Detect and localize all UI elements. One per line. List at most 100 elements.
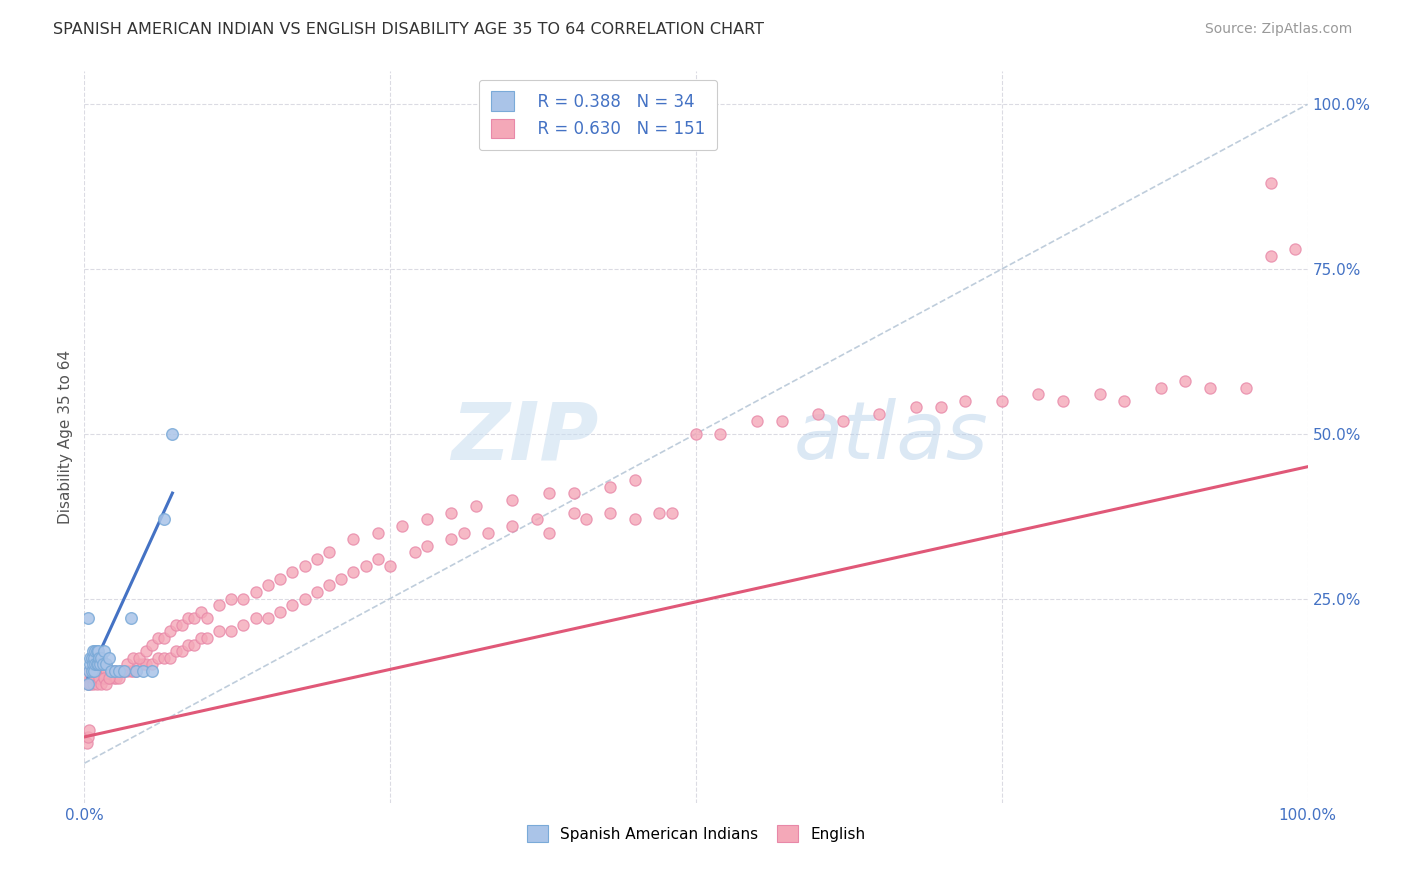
Point — [107, 664, 129, 678]
Point — [97, 671, 120, 685]
Point — [869, 407, 891, 421]
Point — [82, 644, 104, 658]
Point — [599, 506, 621, 520]
Point — [991, 393, 1014, 408]
Point — [77, 723, 100, 738]
Point — [84, 664, 107, 678]
Point — [79, 677, 101, 691]
Point — [453, 525, 475, 540]
Point — [122, 664, 145, 678]
Point — [440, 506, 463, 520]
Point — [80, 664, 103, 678]
Point — [87, 650, 110, 665]
Point — [281, 598, 304, 612]
Point — [183, 611, 205, 625]
Point — [1236, 381, 1258, 395]
Point — [100, 664, 122, 678]
Point — [269, 605, 291, 619]
Point — [76, 737, 98, 751]
Point — [1088, 387, 1111, 401]
Point — [87, 671, 110, 685]
Point — [219, 624, 242, 639]
Point — [807, 407, 830, 421]
Point — [141, 657, 163, 672]
Point — [132, 657, 155, 672]
Point — [172, 644, 194, 658]
Point — [294, 558, 316, 573]
Point — [79, 657, 101, 672]
Point — [110, 664, 132, 678]
Point — [905, 401, 928, 415]
Point — [245, 585, 267, 599]
Point — [305, 585, 328, 599]
Point — [80, 671, 103, 685]
Point — [709, 426, 731, 441]
Point — [502, 492, 524, 507]
Point — [770, 414, 793, 428]
Point — [87, 657, 110, 672]
Point — [953, 393, 976, 408]
Point — [112, 664, 135, 678]
Point — [538, 486, 561, 500]
Point — [526, 512, 548, 526]
Point — [91, 657, 114, 672]
Point — [416, 512, 439, 526]
Point — [257, 578, 280, 592]
Point — [77, 677, 100, 691]
Point — [86, 644, 108, 658]
Point — [97, 671, 120, 685]
Point — [685, 426, 707, 441]
Point — [132, 664, 155, 678]
Point — [1028, 387, 1050, 401]
Point — [103, 671, 125, 685]
Text: Source: ZipAtlas.com: Source: ZipAtlas.com — [1205, 22, 1353, 37]
Point — [120, 611, 142, 625]
Point — [1260, 177, 1282, 191]
Point — [281, 565, 304, 579]
Point — [90, 671, 112, 685]
Point — [464, 500, 486, 514]
Point — [538, 525, 561, 540]
Point — [391, 519, 413, 533]
Point — [87, 644, 110, 658]
Point — [84, 657, 107, 672]
Point — [83, 664, 105, 678]
Point — [404, 545, 426, 559]
Point — [79, 671, 101, 685]
Point — [159, 650, 181, 665]
Point — [91, 664, 114, 678]
Point — [80, 650, 103, 665]
Point — [342, 533, 364, 547]
Point — [599, 479, 621, 493]
Text: atlas: atlas — [794, 398, 988, 476]
Point — [82, 677, 104, 691]
Point — [83, 650, 105, 665]
Point — [77, 664, 100, 678]
Point — [318, 578, 340, 592]
Point — [831, 414, 853, 428]
Point — [177, 638, 200, 652]
Point — [380, 558, 402, 573]
Point — [477, 525, 499, 540]
Point — [115, 657, 138, 672]
Point — [245, 611, 267, 625]
Point — [84, 644, 107, 658]
Point — [159, 624, 181, 639]
Point — [257, 611, 280, 625]
Point — [77, 611, 100, 625]
Y-axis label: Disability Age 35 to 64: Disability Age 35 to 64 — [58, 350, 73, 524]
Point — [77, 664, 100, 678]
Point — [86, 671, 108, 685]
Point — [269, 572, 291, 586]
Point — [135, 644, 157, 658]
Legend: Spanish American Indians, English: Spanish American Indians, English — [519, 817, 873, 850]
Point — [89, 657, 111, 672]
Point — [125, 664, 148, 678]
Point — [416, 539, 439, 553]
Point — [90, 650, 112, 665]
Point — [96, 677, 118, 691]
Point — [79, 650, 101, 665]
Point — [183, 638, 205, 652]
Point — [146, 631, 169, 645]
Point — [80, 664, 103, 678]
